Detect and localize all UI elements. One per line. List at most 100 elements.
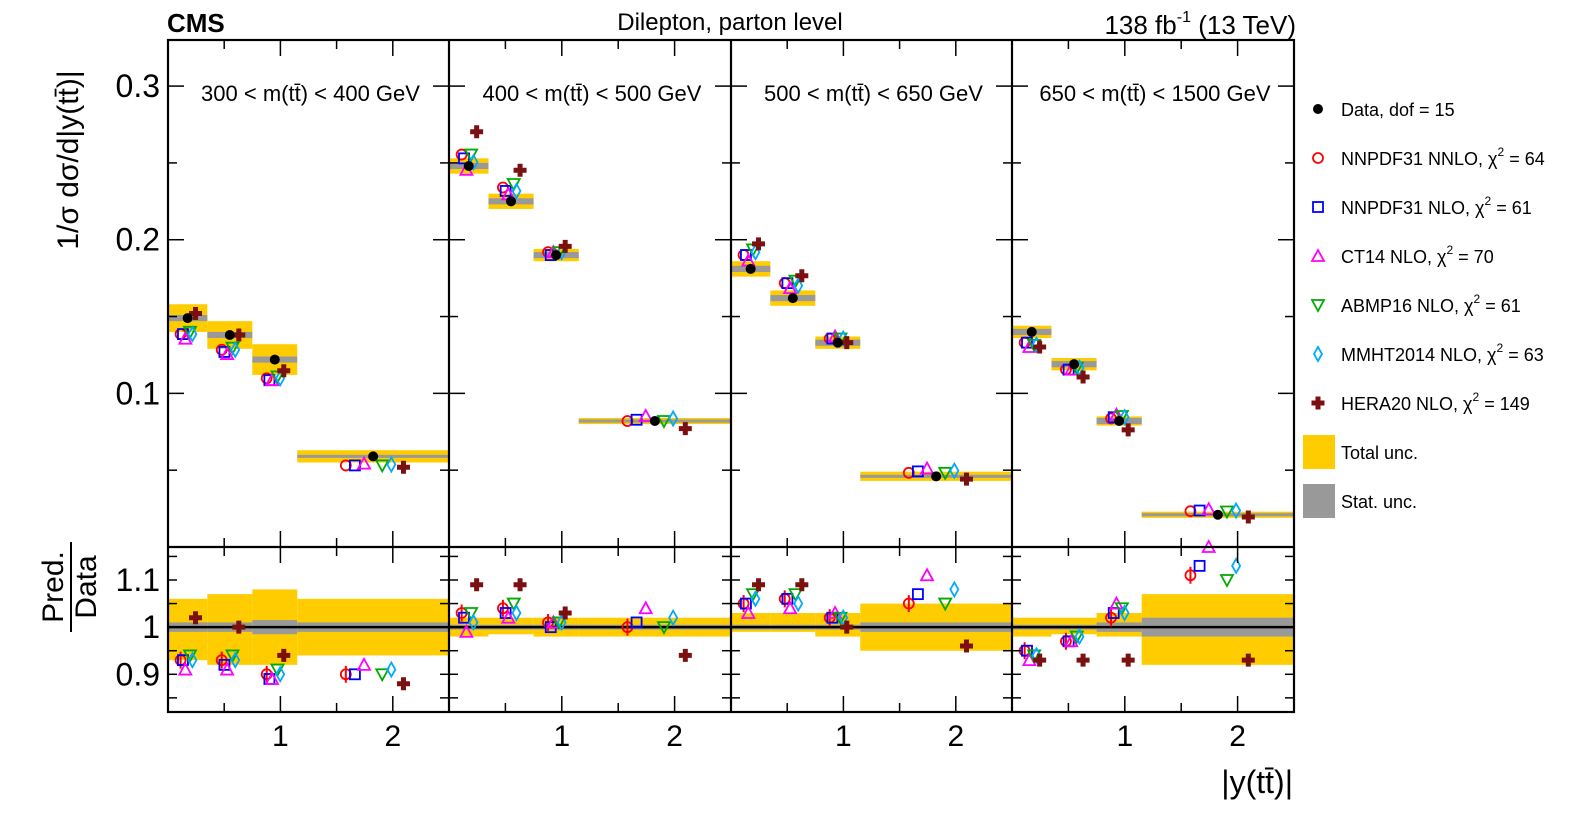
data-point (1212, 509, 1223, 520)
ratio-marker (506, 597, 522, 612)
x-tick-label: 1 (835, 720, 852, 753)
panel-1: 300 < m(tt̄) < 400 GeV (168, 81, 449, 691)
panel-3: 500 < m(tt̄) < 650 GeV (731, 81, 1012, 653)
ratio-title-denominator: Data (70, 555, 103, 619)
ratio-marker (788, 588, 804, 603)
prediction-marker (455, 148, 468, 161)
legend-swatch (1303, 435, 1335, 469)
x-axis-title: |y(tt̄)| (1221, 764, 1293, 800)
ratio-marker (668, 608, 679, 627)
prediction-marker (396, 460, 410, 474)
panel-2: 400 < m(tt̄) < 500 GeV (449, 81, 731, 662)
prediction-marker (1076, 370, 1090, 384)
ratio-marker (1076, 653, 1090, 667)
data-point (1114, 416, 1125, 427)
prediction-marker (182, 325, 198, 340)
legend-label: NNPDF31 NLO, χ2 = 61 (1341, 194, 1532, 218)
ratio-marker (1241, 653, 1255, 667)
legend-marker (1311, 396, 1325, 410)
ratio-marker (225, 649, 241, 664)
ratio-marker (558, 606, 572, 620)
prediction-marker (630, 413, 643, 426)
ratio-marker (781, 592, 794, 605)
ratio-marker (511, 604, 522, 622)
prediction-marker (558, 239, 572, 253)
data-point (745, 263, 756, 274)
ratio-marker (1063, 633, 1079, 648)
ratio-marker (386, 660, 397, 679)
prediction-marker (752, 237, 766, 251)
prediction-marker (374, 459, 390, 474)
prediction-marker (225, 341, 241, 356)
ratio-marker (269, 663, 285, 678)
legend-label: Stat. unc. (1341, 492, 1417, 512)
ratio-marker (458, 623, 474, 638)
legend-label: Data, dof = 15 (1341, 100, 1455, 120)
ratio-marker (919, 567, 935, 582)
legend-item: HERA20 NLO, χ2 = 149 (1311, 390, 1530, 414)
data-point (649, 416, 660, 427)
prediction-marker (1219, 505, 1235, 520)
ratio-marker (638, 600, 654, 615)
prediction-marker (782, 280, 798, 295)
legend-item: NNPDF31 NNLO, χ2 = 64 (1312, 145, 1545, 169)
ratio-axis-title: Pred. Data (37, 542, 103, 632)
prediction-marker (919, 460, 935, 475)
prediction-marker (959, 472, 973, 486)
ratio-marker (230, 651, 241, 669)
ratio-marker (1026, 649, 1042, 664)
prediction-marker (1021, 336, 1033, 349)
prediction-marker (795, 269, 809, 283)
legend-label: CT14 NLO, χ2 = 70 (1341, 243, 1494, 267)
ratio-marker (232, 620, 246, 634)
ratio-marker (1219, 574, 1235, 588)
axes-frame (166, 38, 1296, 714)
ratio-y-tick-label: 1 (142, 609, 160, 645)
prediction-marker (937, 466, 953, 481)
data-point (931, 471, 942, 482)
prediction-marker (468, 153, 479, 171)
prediction-marker (949, 461, 960, 480)
ratio-marker (1114, 602, 1130, 617)
data-point (551, 250, 562, 261)
ratio-marker (1193, 559, 1206, 572)
legend-marker (1310, 248, 1326, 262)
data-point (1026, 326, 1037, 337)
ratio-y-tick-label: 0.9 (116, 656, 160, 692)
ratio-marker (468, 613, 479, 632)
ratio-marker (545, 614, 561, 629)
legend-item: MMHT2014 NLO, χ2 = 63 (1312, 341, 1544, 365)
ratio-marker (937, 597, 953, 612)
legend-swatch (1303, 484, 1335, 518)
data-point (1069, 359, 1080, 370)
ratio-marker (187, 651, 198, 669)
ratio-marker (1069, 630, 1085, 645)
ratio-marker (1074, 627, 1085, 646)
data-point (182, 313, 193, 324)
ratio-marker (1231, 557, 1242, 575)
ratio-marker (458, 611, 470, 624)
ratio-marker (556, 613, 567, 632)
ratio-marker (782, 600, 798, 615)
legend-item: CT14 NLO, χ2 = 70 (1310, 243, 1494, 267)
x-tick-label: 2 (947, 720, 964, 753)
ratio-marker (349, 668, 361, 681)
legend-item: Stat. unc. (1303, 484, 1417, 518)
ratio-marker (396, 677, 410, 691)
legend-item: ABMP16 NLO, χ2 = 61 (1310, 292, 1521, 316)
legend-marker (1313, 104, 1323, 114)
legend-marker (1312, 345, 1324, 363)
legend-item: Total unc. (1303, 435, 1418, 469)
ratio-marker (189, 611, 203, 625)
ratio-marker (177, 661, 193, 676)
x-tick-label: 1 (553, 720, 570, 753)
ratio-marker (513, 578, 527, 592)
y-tick-label: 0.3 (116, 68, 160, 104)
prediction-marker (386, 455, 397, 474)
data-point (224, 329, 235, 340)
ratio-marker (1184, 569, 1197, 582)
prediction-marker (638, 408, 654, 422)
legend-label: NNPDF31 NNLO, χ2 = 64 (1341, 145, 1545, 169)
legend-item: NNPDF31 NLO, χ2 = 61 (1312, 194, 1532, 218)
